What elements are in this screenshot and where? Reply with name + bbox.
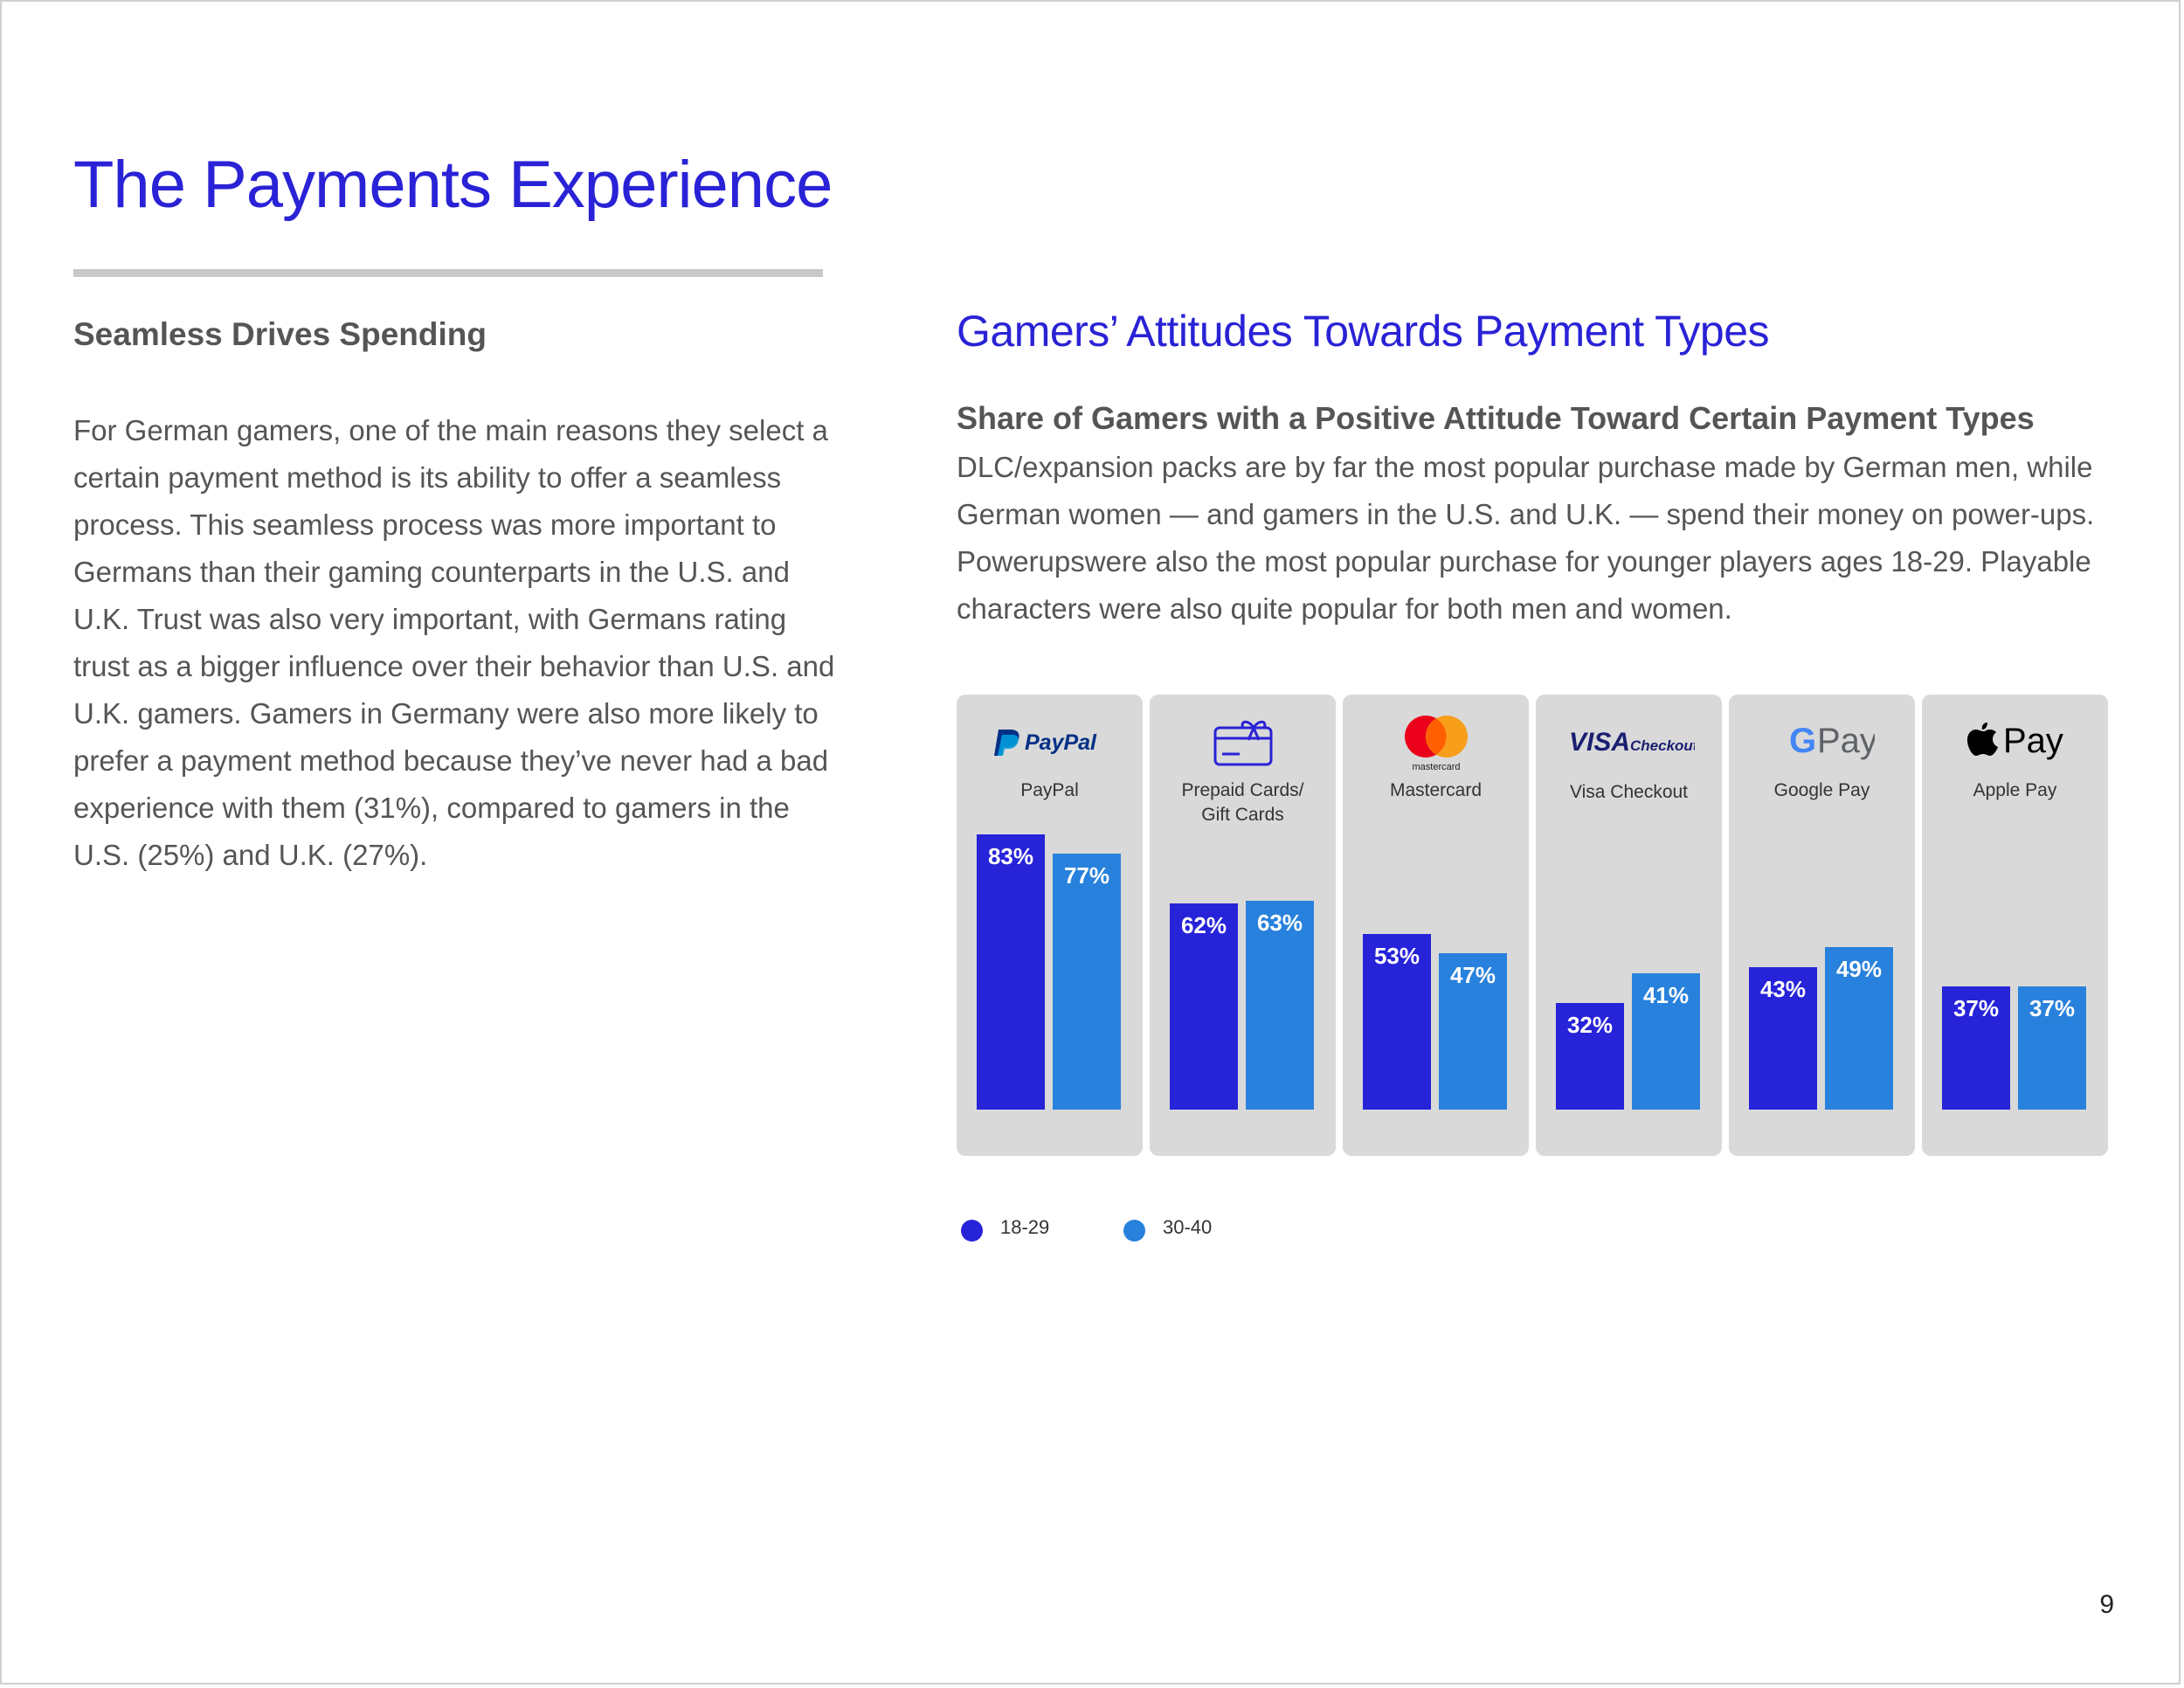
legend-swatch bbox=[961, 1220, 983, 1242]
svg-text:VISA: VISA bbox=[1569, 728, 1630, 757]
bar-18-29-5 bbox=[1942, 986, 2010, 1110]
section-heading: Seamless Drives Spending bbox=[73, 316, 487, 352]
bar-value-label: 43% bbox=[1759, 975, 1807, 1002]
title-divider bbox=[73, 269, 823, 277]
bar-30-40-0 bbox=[1053, 854, 1121, 1110]
bar-value-label: 41% bbox=[1642, 982, 1690, 1009]
svg-text:Pay: Pay bbox=[2003, 722, 2063, 760]
category-label: Mastercard bbox=[1389, 780, 1482, 800]
paypal-logo: PayPal bbox=[957, 724, 1143, 764]
bar-value-label: 63% bbox=[1256, 909, 1303, 936]
svg-text:Checkout: Checkout bbox=[1630, 737, 1695, 754]
bar-18-29-4 bbox=[1749, 966, 1817, 1110]
category-label: Prepaid Cards/ Gift Cards bbox=[1181, 780, 1304, 825]
google-pay-logo: G Pay bbox=[1729, 717, 1915, 765]
bar-18-29-0 bbox=[977, 834, 1045, 1110]
bar-value-label: 83% bbox=[987, 842, 1034, 869]
visa-checkout-logo: VISA Checkout bbox=[1536, 724, 1722, 764]
page-title: The Payments Experience bbox=[73, 148, 833, 222]
legend-label: 30-40 bbox=[1163, 1216, 1213, 1238]
bar-value-label: 62% bbox=[1180, 912, 1227, 939]
bar-18-29-2 bbox=[1363, 933, 1431, 1110]
body-paragraph: For German gamers, one of the main reaso… bbox=[73, 414, 835, 871]
gift-card-icon bbox=[1150, 714, 1336, 774]
bar-30-40-2 bbox=[1439, 953, 1507, 1110]
bar-value-label: 77% bbox=[1063, 862, 1110, 889]
bar-value-label: 37% bbox=[1952, 995, 2000, 1022]
bar-value-label: 49% bbox=[1835, 955, 1883, 982]
bar-value-label: 37% bbox=[2028, 995, 2076, 1022]
chart-subtitle: Share of Gamers with a Positive Attitude… bbox=[957, 400, 2035, 436]
chart-title: Gamers’ Attitudes Towards Payment Types bbox=[957, 307, 1770, 356]
bar-30-40-1 bbox=[1246, 900, 1314, 1110]
bar-18-29-3 bbox=[1556, 1003, 1624, 1110]
legend-swatch bbox=[1123, 1220, 1145, 1242]
category-label: Visa Checkout bbox=[1569, 782, 1689, 802]
svg-text:G: G bbox=[1789, 722, 1816, 760]
svg-text:mastercard: mastercard bbox=[1412, 762, 1460, 772]
apple-pay-logo: Pay bbox=[1922, 716, 2108, 767]
svg-text:Pay: Pay bbox=[1817, 722, 1875, 760]
bar-30-40-4 bbox=[1825, 946, 1893, 1110]
bar-value-label: 32% bbox=[1566, 1012, 1614, 1039]
page-number: 9 bbox=[2099, 1590, 2114, 1619]
mastercard-logo: mastercard bbox=[1343, 712, 1529, 778]
bar-value-label: 53% bbox=[1373, 942, 1420, 969]
legend-label: 18-29 bbox=[1000, 1216, 1050, 1238]
bar-30-40-3 bbox=[1632, 973, 1700, 1110]
bar-30-40-5 bbox=[2018, 986, 2086, 1110]
bar-18-29-1 bbox=[1170, 903, 1238, 1110]
category-label: Apple Pay bbox=[1973, 780, 2057, 800]
category-label: Google Pay bbox=[1773, 780, 1870, 800]
bar-value-label: 47% bbox=[1449, 962, 1496, 989]
chart-description: DLC/expansion packs are by far the most … bbox=[957, 451, 2095, 625]
svg-text:PayPal: PayPal bbox=[1025, 730, 1097, 755]
category-label: PayPal bbox=[1020, 780, 1079, 800]
